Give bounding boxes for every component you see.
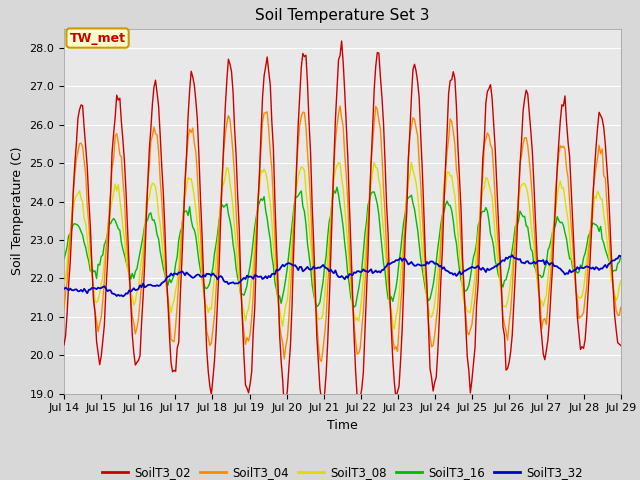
Y-axis label: Soil Temperature (C): Soil Temperature (C) — [11, 147, 24, 276]
X-axis label: Time: Time — [327, 419, 358, 432]
Text: TW_met: TW_met — [70, 32, 125, 45]
Title: Soil Temperature Set 3: Soil Temperature Set 3 — [255, 9, 429, 24]
Legend: SoilT3_02, SoilT3_04, SoilT3_08, SoilT3_16, SoilT3_32: SoilT3_02, SoilT3_04, SoilT3_08, SoilT3_… — [97, 461, 588, 480]
